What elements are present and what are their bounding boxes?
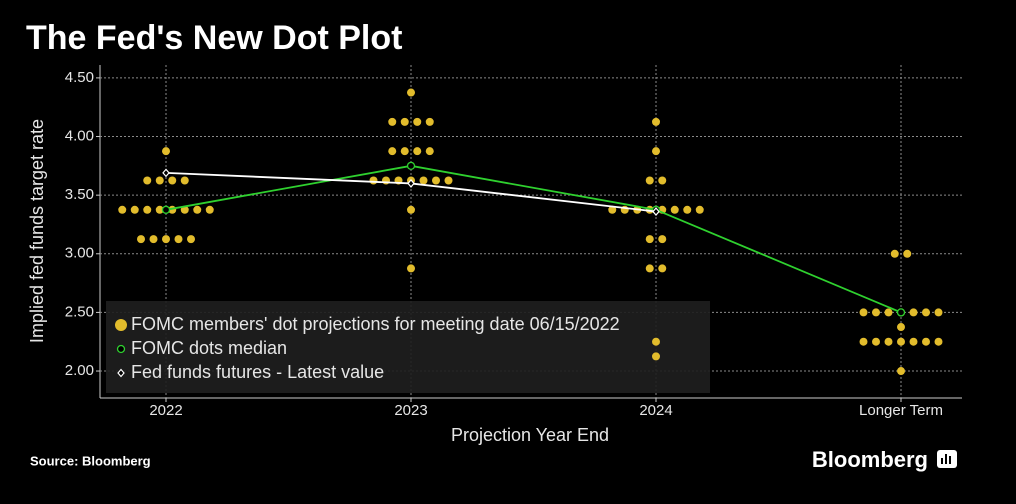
x-axis-label: Projection Year End: [451, 425, 609, 445]
dot: [205, 205, 214, 214]
median-point: [896, 308, 906, 317]
dot: [180, 205, 189, 214]
legend-swatch: [115, 319, 127, 331]
dot: [137, 235, 145, 244]
median-point: [116, 344, 126, 354]
dot: [400, 117, 409, 126]
y-tick-label: 4.00: [65, 127, 94, 144]
legend-label: FOMC dots median: [131, 338, 287, 358]
y-tick-label: 3.00: [65, 245, 94, 262]
dot: [149, 235, 158, 244]
dot: [683, 205, 692, 214]
y-tick-label: 2.00: [65, 362, 94, 379]
legend-item: FOMC dots median: [116, 338, 287, 358]
dot: [897, 337, 905, 346]
dot: [884, 337, 893, 346]
dot: [934, 308, 943, 317]
dot: [388, 147, 397, 156]
dot: [162, 235, 170, 244]
dot: [897, 367, 905, 376]
legend-item: FOMC members' dot projections for meetin…: [115, 314, 620, 334]
dot: [168, 176, 177, 185]
dot: [658, 176, 667, 185]
y-tick-label: 4.50: [65, 69, 94, 86]
dot: [652, 147, 660, 156]
legend-label: Fed funds futures - Latest value: [131, 362, 384, 382]
dot: [400, 147, 409, 156]
futures-point: [407, 179, 415, 188]
dot: [859, 308, 868, 317]
x-tick-label: Longer Term: [859, 402, 943, 419]
dot: [652, 352, 660, 361]
dot: [652, 117, 660, 126]
legend-label: FOMC members' dot projections for meetin…: [131, 314, 620, 334]
dot: [413, 147, 422, 156]
dot: [658, 264, 667, 273]
dot: [872, 337, 880, 346]
dot: [909, 337, 918, 346]
y-tick-label: 2.50: [65, 303, 94, 320]
dot: [369, 176, 378, 185]
dot: [425, 147, 434, 156]
chart-title: The Fed's New Dot Plot: [26, 19, 402, 57]
dot: [419, 176, 428, 185]
dot: [608, 205, 617, 214]
dot: [174, 235, 183, 244]
dot: [859, 337, 868, 346]
dot: [652, 337, 660, 346]
legend-box: [106, 301, 710, 393]
source: Source: Bloomberg: [30, 453, 151, 468]
x-tick-label: 2023: [394, 402, 427, 419]
dot: [872, 308, 880, 317]
dot: [130, 205, 139, 214]
dot: [155, 176, 164, 185]
x-tick-label: 2022: [149, 402, 182, 419]
dot: [155, 205, 164, 214]
legend-item: Fed funds futures - Latest value: [117, 362, 384, 382]
dot: [187, 235, 195, 244]
dot: [909, 308, 918, 317]
dot: [922, 337, 930, 346]
dot: [143, 205, 152, 214]
dot: [444, 176, 453, 185]
median-point: [406, 161, 416, 170]
dot: [143, 176, 152, 185]
dot: [897, 323, 905, 332]
dot: [645, 176, 654, 185]
brand: Bloomberg: [812, 447, 928, 472]
median-point: [161, 205, 171, 214]
dot: [903, 249, 912, 258]
dot: [388, 117, 397, 126]
brand-icon: [937, 450, 957, 468]
dot: [695, 205, 704, 214]
dot: [645, 264, 654, 273]
dot: [180, 176, 189, 185]
dot: [890, 249, 899, 258]
dot: [413, 117, 422, 126]
dot: [934, 337, 943, 346]
dot: [407, 88, 415, 97]
futures-point: [162, 168, 170, 178]
futures-point: [652, 207, 660, 216]
dot: [432, 176, 440, 185]
dot: [658, 235, 667, 244]
dot: [884, 308, 893, 317]
y-tick-label: 3.50: [65, 186, 94, 203]
dot: [645, 235, 654, 244]
x-tick-label: 2024: [639, 402, 672, 419]
dot: [922, 308, 930, 317]
futures-point: [117, 368, 125, 378]
y-axis-label: Implied fed funds target rate: [27, 119, 47, 343]
dot: [425, 117, 434, 126]
dot: [193, 205, 202, 214]
dot: [407, 205, 415, 214]
dot: [118, 205, 127, 214]
line: [165, 164, 902, 314]
dot: [670, 205, 679, 214]
dot: [407, 264, 415, 273]
dot: [162, 147, 170, 156]
